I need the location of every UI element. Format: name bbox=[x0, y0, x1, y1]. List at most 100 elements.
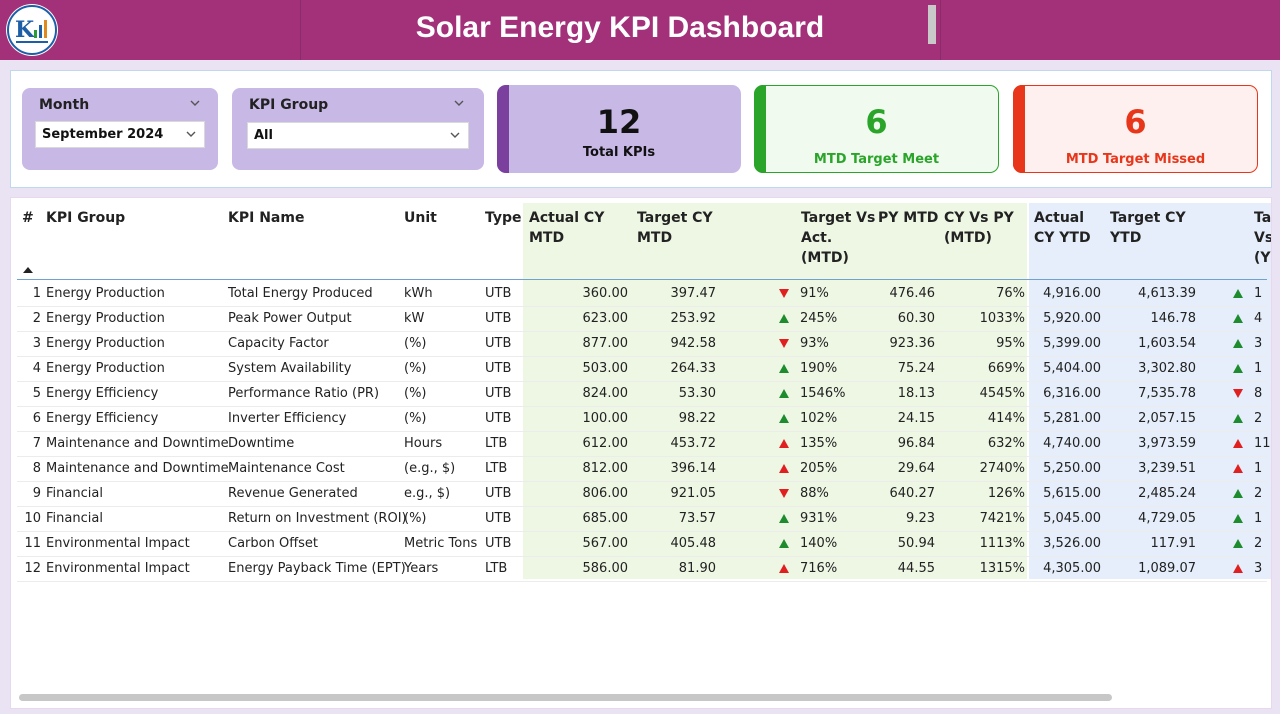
cell-target-vs-act-mtd: 135% bbox=[800, 436, 838, 451]
chevron-down-icon[interactable] bbox=[454, 98, 464, 108]
cell-num: 12 bbox=[24, 561, 41, 576]
cell-num: 3 bbox=[32, 336, 41, 351]
mtd-target-missed-value: 6 bbox=[1124, 103, 1147, 141]
table-row[interactable]: 4 Energy Production System Availability (%… bbox=[11, 357, 1271, 382]
header-line: Vs bbox=[1254, 230, 1272, 246]
cell-target-cy-ytd: 1,089.07 bbox=[1138, 561, 1196, 576]
cell-kpi-group: Environmental Impact bbox=[46, 561, 190, 576]
cell-actual-cy-ytd: 4,916.00 bbox=[1043, 286, 1101, 301]
cell-num: 7 bbox=[32, 436, 41, 451]
page-title: Solar Energy KPI Dashboard bbox=[415, 11, 825, 44]
table-row[interactable]: 6 Energy Efficiency Inverter Efficiency (%… bbox=[11, 407, 1271, 432]
mtd-target-meet-card: 6 MTD Target Meet bbox=[754, 85, 999, 173]
cell-kpi-name: System Availability bbox=[228, 361, 352, 376]
header-line: Ta bbox=[1254, 210, 1272, 226]
cell-py-mtd: 75.24 bbox=[897, 361, 935, 376]
kpi-group-dropdown[interactable]: All bbox=[247, 122, 469, 149]
cell-cy-vs-py-mtd: 632% bbox=[987, 436, 1025, 451]
cell-type: UTB bbox=[485, 486, 512, 501]
cell-cy-vs-py-mtd: 1113% bbox=[979, 536, 1025, 551]
col-header-actual-cy-mtd[interactable]: Actual CY MTD bbox=[529, 208, 604, 248]
cell-target-vs-act-ytd: 1 bbox=[1254, 361, 1263, 376]
chevron-down-icon[interactable] bbox=[190, 98, 200, 108]
col-header-target-cy-mtd[interactable]: Target CY MTD bbox=[637, 208, 713, 248]
ytd-column-band bbox=[1029, 203, 1271, 579]
triangle-up-green-icon bbox=[1233, 539, 1243, 548]
cell-target-cy-ytd: 146.78 bbox=[1150, 311, 1197, 326]
cell-cy-vs-py-mtd: 126% bbox=[987, 486, 1025, 501]
cell-type: UTB bbox=[485, 411, 512, 426]
col-header-num[interactable]: # bbox=[22, 210, 34, 226]
table-row[interactable]: 9 Financial Revenue Generated e.g., $) UTB 80… bbox=[11, 482, 1271, 507]
cell-target-vs-act-mtd: 88% bbox=[800, 486, 829, 501]
total-kpis-card: 12 Total KPIs bbox=[497, 85, 741, 173]
table-row[interactable]: 7 Maintenance and Downtime Downtime Hours LT… bbox=[11, 432, 1271, 457]
cell-target-cy-ytd: 1,603.54 bbox=[1138, 336, 1196, 351]
cell-num: 8 bbox=[32, 461, 41, 476]
month-dropdown[interactable]: September 2024 bbox=[35, 121, 205, 148]
col-header-py-mtd[interactable]: PY MTD bbox=[878, 210, 939, 226]
cell-py-mtd: 50.94 bbox=[897, 536, 935, 551]
cell-type: LTB bbox=[485, 461, 508, 476]
col-header-type[interactable]: Type bbox=[485, 210, 522, 226]
cell-actual-cy-mtd: 806.00 bbox=[582, 486, 629, 501]
cell-type: UTB bbox=[485, 536, 512, 551]
table-row[interactable]: 10 Financial Return on Investment (ROI) (%… bbox=[11, 507, 1271, 532]
table-row[interactable]: 5 Energy Efficiency Performance Ratio (PR)… bbox=[11, 382, 1271, 407]
col-header-target-cy-ytd[interactable]: Target CY YTD bbox=[1110, 208, 1186, 248]
row-divider bbox=[17, 456, 1267, 457]
table-row[interactable]: 11 Environmental Impact Carbon Offset Metri… bbox=[11, 532, 1271, 557]
triangle-up-red-icon bbox=[779, 464, 789, 473]
header-line: CY Vs PY bbox=[944, 210, 1014, 226]
col-header-kpi-name[interactable]: KPI Name bbox=[228, 210, 305, 226]
cell-kpi-name: Revenue Generated bbox=[228, 486, 358, 501]
cell-unit: (%) bbox=[404, 336, 427, 351]
col-header-actual-cy-ytd[interactable]: Actual CY YTD bbox=[1034, 208, 1091, 248]
cell-target-vs-act-ytd: 3 bbox=[1254, 561, 1263, 576]
cell-kpi-group: Energy Production bbox=[46, 286, 165, 301]
cell-actual-cy-mtd: 812.00 bbox=[582, 461, 629, 476]
cell-target-vs-act-mtd: 205% bbox=[800, 461, 838, 476]
cell-cy-vs-py-mtd: 7421% bbox=[979, 511, 1025, 526]
table-row[interactable]: 2 Energy Production Peak Power Output kW UTB… bbox=[11, 307, 1271, 332]
chevron-down-icon[interactable] bbox=[186, 129, 196, 139]
mtd-target-missed-label: MTD Target Missed bbox=[1065, 152, 1206, 167]
cell-target-vs-act-mtd: 140% bbox=[800, 536, 838, 551]
chevron-down-icon[interactable] bbox=[450, 130, 460, 140]
table-row[interactable]: 3 Energy Production Capacity Factor (%) UTB… bbox=[11, 332, 1271, 357]
app-header: K Solar Energy KPI Dashboard bbox=[0, 0, 1280, 60]
cell-type: LTB bbox=[485, 436, 508, 451]
horizontal-scrollbar[interactable] bbox=[19, 694, 1112, 701]
cell-type: UTB bbox=[485, 311, 512, 326]
col-header-unit[interactable]: Unit bbox=[404, 210, 437, 226]
triangle-up-green-icon bbox=[779, 364, 789, 373]
cell-kpi-group: Energy Efficiency bbox=[46, 411, 159, 426]
table-row[interactable]: 12 Environmental Impact Energy Payback Tim… bbox=[11, 557, 1271, 582]
cell-type: UTB bbox=[485, 511, 512, 526]
header-line: MTD bbox=[637, 230, 673, 246]
table-row[interactable]: 1 Energy Production Total Energy Produced k… bbox=[11, 282, 1271, 307]
cell-type: LTB bbox=[485, 561, 508, 576]
cell-kpi-name: Inverter Efficiency bbox=[228, 411, 347, 426]
row-divider bbox=[17, 581, 1267, 582]
cell-target-vs-act-ytd: 8 bbox=[1254, 386, 1263, 401]
col-header-target-vs-act-mtd[interactable]: Target Vs Act. (MTD) bbox=[801, 208, 875, 268]
cell-target-cy-mtd: 81.90 bbox=[678, 561, 716, 576]
table-row[interactable]: 8 Maintenance and Downtime Maintenance Cos… bbox=[11, 457, 1271, 482]
cell-target-cy-ytd: 3,239.51 bbox=[1138, 461, 1196, 476]
triangle-up-green-icon bbox=[779, 514, 789, 523]
col-header-kpi-group[interactable]: KPI Group bbox=[46, 210, 126, 226]
col-header-target-vs-act-ytd[interactable]: Ta Vs (Y bbox=[1254, 208, 1272, 268]
triangle-down-red-icon bbox=[779, 289, 789, 298]
mtd-target-meet-value: 6 bbox=[865, 103, 888, 141]
mtd-target-missed-card: 6 MTD Target Missed bbox=[1013, 85, 1258, 173]
cell-cy-vs-py-mtd: 414% bbox=[987, 411, 1025, 426]
total-kpis-value: 12 bbox=[596, 103, 642, 141]
cell-actual-cy-mtd: 612.00 bbox=[582, 436, 629, 451]
triangle-up-green-icon bbox=[779, 314, 789, 323]
sort-ascending-icon[interactable] bbox=[23, 267, 33, 273]
col-header-cy-vs-py-mtd[interactable]: CY Vs PY (MTD) bbox=[944, 208, 1014, 248]
cell-py-mtd: 476.46 bbox=[889, 286, 936, 301]
svg-text:K: K bbox=[15, 17, 35, 43]
mtd-column-band bbox=[523, 203, 1027, 579]
